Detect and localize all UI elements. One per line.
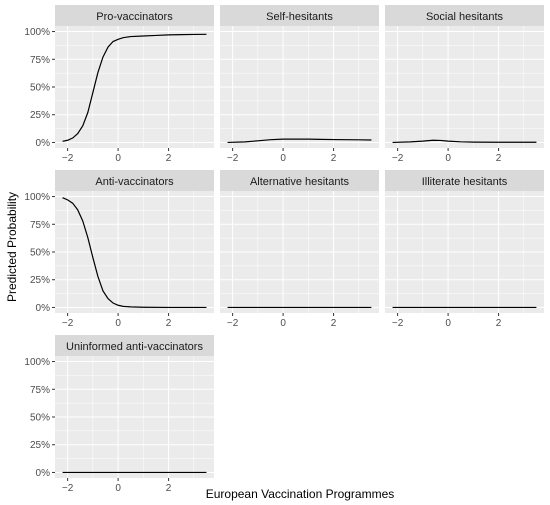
- y-tick-label: 100%: [24, 192, 50, 203]
- x-tick-label: −2: [227, 153, 239, 164]
- panel-strip: [220, 5, 379, 26]
- y-tick-label: 75%: [30, 220, 50, 231]
- panel-strip: [55, 170, 214, 191]
- x-tick-label: −2: [392, 153, 404, 164]
- x-tick-label: 2: [496, 318, 502, 329]
- series-line: [392, 139, 537, 144]
- y-tick-label: 0%: [36, 138, 51, 149]
- x-tick-label: −2: [227, 318, 239, 329]
- panel-strip: [220, 170, 379, 191]
- x-tick-label: 2: [166, 483, 172, 494]
- series-line: [62, 33, 207, 142]
- x-tick-label: −2: [392, 318, 404, 329]
- x-tick-label: 0: [445, 318, 451, 329]
- panel-title: Anti-vaccinators: [95, 176, 174, 188]
- y-tick-label: 0%: [36, 303, 51, 314]
- panel: Self-hesitants −2 0 2: [220, 5, 379, 164]
- y-tick-label: 25%: [30, 440, 50, 451]
- panel-title: Pro-vaccinators: [96, 11, 173, 23]
- panel: Pro-vaccinators 0% 25% 50% 75% 100% −2 0 2: [24, 5, 214, 164]
- x-tick-label: −2: [62, 153, 74, 164]
- panel-title: Self-hesitants: [266, 11, 333, 23]
- y-tick-label: 100%: [24, 27, 50, 38]
- panel-strip: [55, 335, 214, 356]
- x-tick-label: 0: [280, 153, 286, 164]
- x-axis-title: European Vaccination Programmes: [206, 487, 395, 501]
- x-tick-label: 2: [331, 318, 337, 329]
- panel-title: Alternative hesitants: [250, 176, 350, 188]
- y-tick-label: 50%: [30, 248, 50, 259]
- y-tick-label: 25%: [30, 275, 50, 286]
- x-tick-label: 0: [445, 153, 451, 164]
- panel-strip: [385, 170, 544, 191]
- panel: Social hesitants −2 0 2: [385, 5, 544, 164]
- y-tick-label: 100%: [24, 357, 50, 368]
- panel: Illiterate hesitants −2 0 2: [385, 170, 544, 329]
- series-line: [62, 197, 207, 309]
- x-tick-label: 2: [496, 153, 502, 164]
- y-tick-label: 25%: [30, 110, 50, 121]
- panel: Uninformed anti-vaccinators 0% 25% 50% 75% 10…: [24, 335, 214, 494]
- x-tick-label: 2: [166, 153, 172, 164]
- y-tick-label: 50%: [30, 83, 50, 94]
- x-tick-label: 0: [115, 483, 121, 494]
- panel: Anti-vaccinators 0% 25% 50% 75% 100% −2 0 2: [24, 170, 214, 329]
- x-tick-label: −2: [62, 318, 74, 329]
- x-tick-label: 0: [115, 153, 121, 164]
- y-tick-label: 50%: [30, 413, 50, 424]
- panel: Alternative hesitants −2 0 2: [220, 170, 379, 329]
- panel-title: Social hesitants: [426, 11, 504, 23]
- y-axis-title: Predicted Probability: [5, 192, 19, 302]
- panel-title: Uninformed anti-vaccinators: [66, 341, 203, 353]
- x-tick-label: 2: [166, 318, 172, 329]
- x-tick-label: 0: [280, 318, 286, 329]
- panel-strip: [55, 5, 214, 26]
- panel-strip: [385, 5, 544, 26]
- x-tick-label: −2: [62, 483, 74, 494]
- x-tick-label: 0: [115, 318, 121, 329]
- x-tick-label: 2: [331, 153, 337, 164]
- y-tick-label: 75%: [30, 55, 50, 66]
- y-tick-label: 0%: [36, 468, 51, 479]
- panel-title: Illiterate hesitants: [422, 176, 508, 188]
- y-tick-label: 75%: [30, 385, 50, 396]
- series-line: [227, 138, 372, 144]
